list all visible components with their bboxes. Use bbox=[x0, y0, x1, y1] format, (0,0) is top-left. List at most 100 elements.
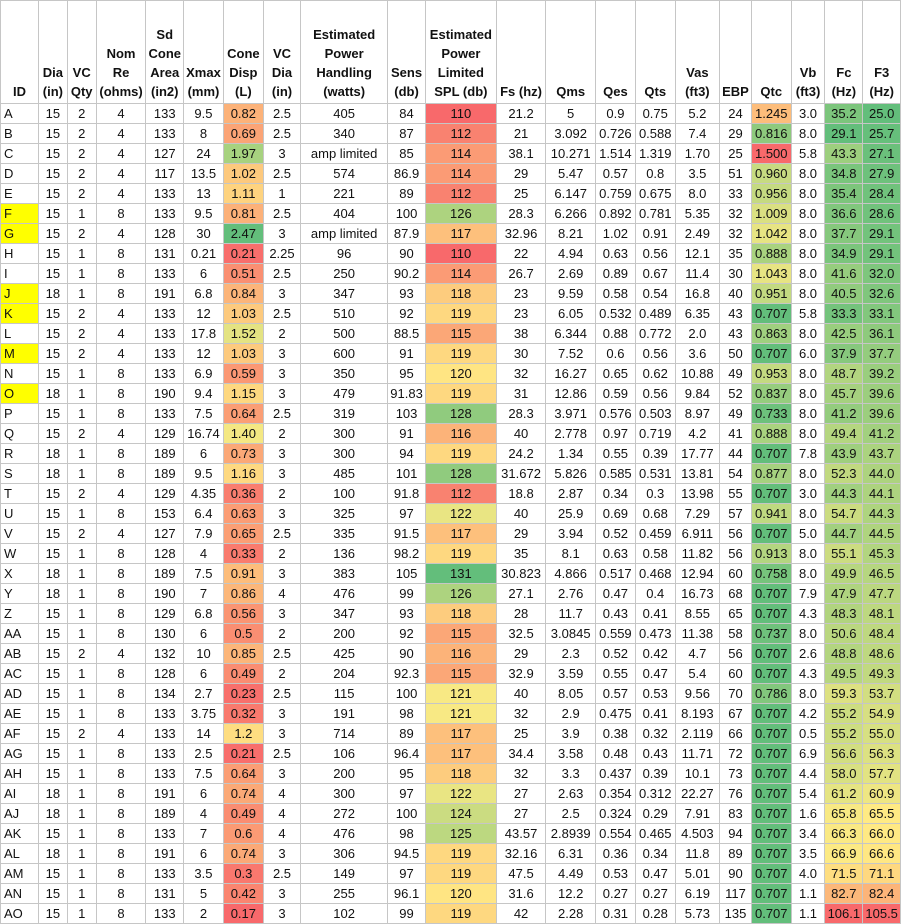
cell-qms[interactable]: 6.266 bbox=[545, 203, 596, 224]
cell-ebp[interactable]: 32 bbox=[719, 223, 752, 244]
cell-xmax[interactable]: 16.74 bbox=[182, 423, 224, 444]
cell-dia[interactable]: 18 bbox=[38, 283, 68, 304]
cell-qms[interactable]: 2.8939 bbox=[545, 823, 596, 844]
cell-id[interactable]: AN bbox=[0, 883, 40, 904]
cell-fs[interactable]: 43.57 bbox=[495, 823, 547, 844]
cell-estimated-power-handling[interactable]: 383 bbox=[300, 563, 389, 584]
cell-qes[interactable]: 0.43 bbox=[594, 603, 636, 624]
cell-cone-disp[interactable]: 1.97 bbox=[222, 143, 264, 164]
cell-xmax[interactable]: 8 bbox=[182, 123, 224, 144]
cell-vc-dia[interactable]: 3 bbox=[262, 763, 302, 784]
cell-qms[interactable]: 6.05 bbox=[545, 303, 596, 324]
cell-nom-re[interactable]: 4 bbox=[95, 103, 147, 124]
cell-estimated-power-handling[interactable]: 300 bbox=[300, 443, 389, 464]
cell-vb[interactable]: 8.0 bbox=[790, 203, 826, 224]
cell-ebp[interactable]: 66 bbox=[719, 723, 752, 744]
cell-ebp[interactable]: 55 bbox=[719, 483, 752, 504]
cell-vas[interactable]: 11.38 bbox=[674, 623, 721, 644]
cell-id[interactable]: J bbox=[0, 283, 40, 304]
cell-qtc[interactable]: 0.877 bbox=[750, 463, 792, 484]
cell-sd-cone-area[interactable]: 129 bbox=[145, 483, 184, 504]
cell-estimated-power-handling[interactable]: 149 bbox=[300, 863, 389, 884]
cell-id[interactable]: AJ bbox=[0, 803, 40, 824]
cell-dia[interactable]: 15 bbox=[38, 543, 68, 564]
cell-qms[interactable]: 2.9 bbox=[545, 703, 596, 724]
cell-dia[interactable]: 15 bbox=[38, 123, 68, 144]
cell-fs[interactable]: 21.2 bbox=[495, 103, 547, 124]
cell-vas[interactable]: 11.8 bbox=[674, 843, 721, 864]
cell-vc-dia[interactable]: 3 bbox=[262, 703, 302, 724]
cell-cone-disp[interactable]: 0.84 bbox=[222, 283, 264, 304]
cell-estimated-power-limited-spl[interactable]: 119 bbox=[425, 843, 497, 864]
cell-ebp[interactable]: 50 bbox=[719, 343, 752, 364]
cell-estimated-power-handling[interactable]: 200 bbox=[300, 763, 389, 784]
cell-fs[interactable]: 25 bbox=[495, 723, 547, 744]
cell-sd-cone-area[interactable]: 133 bbox=[145, 343, 184, 364]
cell-vb[interactable]: 4.3 bbox=[790, 603, 826, 624]
cell-qtc[interactable]: 0.707 bbox=[750, 483, 792, 504]
cell-sd-cone-area[interactable]: 128 bbox=[145, 543, 184, 564]
cell-fc[interactable]: 65.8 bbox=[824, 803, 864, 824]
cell-estimated-power-handling[interactable]: 115 bbox=[300, 683, 389, 704]
cell-vc-dia[interactable]: 3 bbox=[262, 143, 302, 164]
cell-ebp[interactable]: 32 bbox=[719, 203, 752, 224]
cell-qtc[interactable]: 0.707 bbox=[750, 883, 792, 904]
cell-nom-re[interactable]: 8 bbox=[95, 883, 147, 904]
cell-sd-cone-area[interactable]: 133 bbox=[145, 323, 184, 344]
cell-sd-cone-area[interactable]: 191 bbox=[145, 283, 184, 304]
cell-fc[interactable]: 29.1 bbox=[824, 123, 864, 144]
cell-sens[interactable]: 92 bbox=[387, 623, 427, 644]
cell-estimated-power-handling[interactable]: 200 bbox=[300, 623, 389, 644]
cell-dia[interactable]: 15 bbox=[38, 403, 68, 424]
cell-qtc[interactable]: 0.707 bbox=[750, 663, 792, 684]
cell-qtc[interactable]: 0.953 bbox=[750, 363, 792, 384]
cell-vc-dia[interactable]: 2.5 bbox=[262, 743, 302, 764]
cell-qtc[interactable]: 0.863 bbox=[750, 323, 792, 344]
cell-qtc[interactable]: 0.707 bbox=[750, 723, 792, 744]
cell-vc-qty[interactable]: 1 bbox=[66, 243, 97, 264]
cell-sens[interactable]: 84 bbox=[387, 103, 427, 124]
cell-fc[interactable]: 71.5 bbox=[824, 863, 864, 884]
cell-fs[interactable]: 30 bbox=[495, 343, 547, 364]
cell-qes[interactable]: 0.576 bbox=[594, 403, 636, 424]
cell-qtc[interactable]: 0.737 bbox=[750, 623, 792, 644]
cell-xmax[interactable]: 6 bbox=[182, 663, 224, 684]
cell-estimated-power-limited-spl[interactable]: 110 bbox=[425, 243, 497, 264]
cell-id[interactable]: A bbox=[0, 103, 40, 124]
cell-qtc[interactable]: 0.707 bbox=[750, 843, 792, 864]
cell-vc-qty[interactable]: 1 bbox=[66, 623, 97, 644]
cell-qts[interactable]: 0.56 bbox=[634, 343, 676, 364]
cell-cone-disp[interactable]: 2.47 bbox=[222, 223, 264, 244]
cell-sens[interactable]: 91 bbox=[387, 423, 427, 444]
cell-ebp[interactable]: 29 bbox=[719, 123, 752, 144]
cell-sd-cone-area[interactable]: 189 bbox=[145, 443, 184, 464]
cell-cone-disp[interactable]: 1.03 bbox=[222, 343, 264, 364]
cell-qtc[interactable]: 0.707 bbox=[750, 643, 792, 664]
cell-sens[interactable]: 98 bbox=[387, 823, 427, 844]
cell-vb[interactable]: 4.4 bbox=[790, 763, 826, 784]
cell-vas[interactable]: 6.35 bbox=[674, 303, 721, 324]
cell-qts[interactable]: 0.56 bbox=[634, 243, 676, 264]
cell-sd-cone-area[interactable]: 133 bbox=[145, 183, 184, 204]
cell-qtc[interactable]: 0.707 bbox=[750, 343, 792, 364]
cell-qtc[interactable]: 0.941 bbox=[750, 503, 792, 524]
cell-dia[interactable]: 18 bbox=[38, 783, 68, 804]
cell-sd-cone-area[interactable]: 128 bbox=[145, 223, 184, 244]
cell-fc[interactable]: 47.9 bbox=[824, 583, 864, 604]
cell-vc-qty[interactable]: 1 bbox=[66, 443, 97, 464]
cell-qtc[interactable]: 1.043 bbox=[750, 263, 792, 284]
cell-qes[interactable]: 0.52 bbox=[594, 523, 636, 544]
cell-dia[interactable]: 15 bbox=[38, 523, 68, 544]
cell-xmax[interactable]: 13.5 bbox=[182, 163, 224, 184]
cell-estimated-power-handling[interactable]: 300 bbox=[300, 783, 389, 804]
cell-ebp[interactable]: 58 bbox=[719, 623, 752, 644]
cell-vb[interactable]: 8.0 bbox=[790, 543, 826, 564]
cell-sens[interactable]: 91 bbox=[387, 343, 427, 364]
cell-vc-dia[interactable]: 2.25 bbox=[262, 243, 302, 264]
cell-vas[interactable]: 5.4 bbox=[674, 663, 721, 684]
cell-cone-disp[interactable]: 0.86 bbox=[222, 583, 264, 604]
cell-qms[interactable]: 4.866 bbox=[545, 563, 596, 584]
cell-xmax[interactable]: 6 bbox=[182, 843, 224, 864]
cell-cone-disp[interactable]: 0.42 bbox=[222, 883, 264, 904]
cell-sd-cone-area[interactable]: 133 bbox=[145, 103, 184, 124]
